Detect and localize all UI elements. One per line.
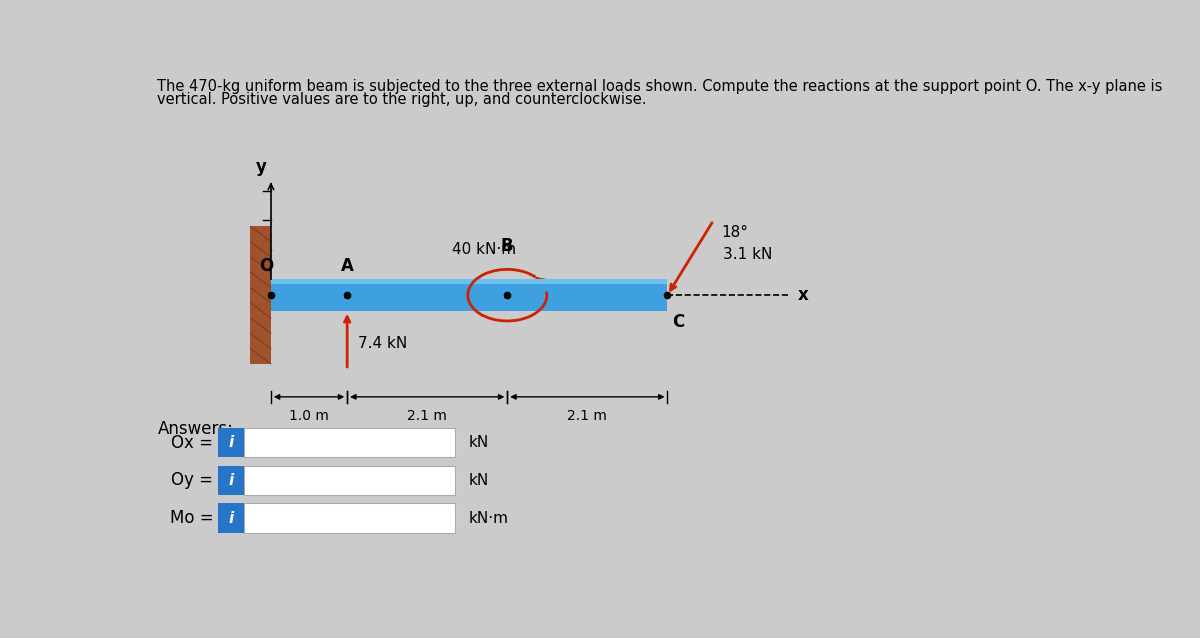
Text: Oy =: Oy = — [172, 471, 214, 489]
Text: kN: kN — [469, 473, 490, 488]
Text: kN: kN — [469, 435, 490, 450]
Text: i: i — [228, 510, 234, 526]
Text: A: A — [341, 256, 354, 274]
Text: Ox =: Ox = — [172, 434, 214, 452]
Bar — [271, 279, 667, 284]
Bar — [218, 503, 244, 533]
Bar — [218, 466, 244, 495]
Bar — [218, 428, 244, 457]
Text: 2.1 m: 2.1 m — [568, 409, 607, 422]
Text: i: i — [228, 435, 234, 450]
Bar — [244, 466, 455, 495]
Text: 7.4 kN: 7.4 kN — [359, 336, 408, 351]
Text: Mo =: Mo = — [169, 509, 214, 527]
Bar — [244, 428, 455, 457]
Text: 1.0 m: 1.0 m — [289, 409, 329, 422]
Text: kN·m: kN·m — [469, 510, 509, 526]
Text: O: O — [259, 256, 274, 274]
Text: Answers:: Answers: — [157, 420, 233, 438]
Text: B: B — [500, 237, 514, 255]
Text: 2.1 m: 2.1 m — [407, 409, 448, 422]
Text: x: x — [798, 286, 809, 304]
Text: 40 kN·m: 40 kN·m — [451, 242, 516, 257]
Text: 18°: 18° — [721, 225, 748, 241]
Bar — [251, 226, 271, 364]
Text: vertical. Positive values are to the right, up, and counterclockwise.: vertical. Positive values are to the rig… — [157, 93, 647, 107]
Text: C: C — [672, 313, 684, 331]
Bar — [271, 279, 667, 311]
Text: y: y — [256, 158, 268, 176]
Text: 3.1 kN: 3.1 kN — [722, 246, 772, 262]
Text: i: i — [228, 473, 234, 488]
Text: The 470-kg uniform beam is subjected to the three external loads shown. Compute : The 470-kg uniform beam is subjected to … — [157, 79, 1163, 94]
Bar — [244, 503, 455, 533]
